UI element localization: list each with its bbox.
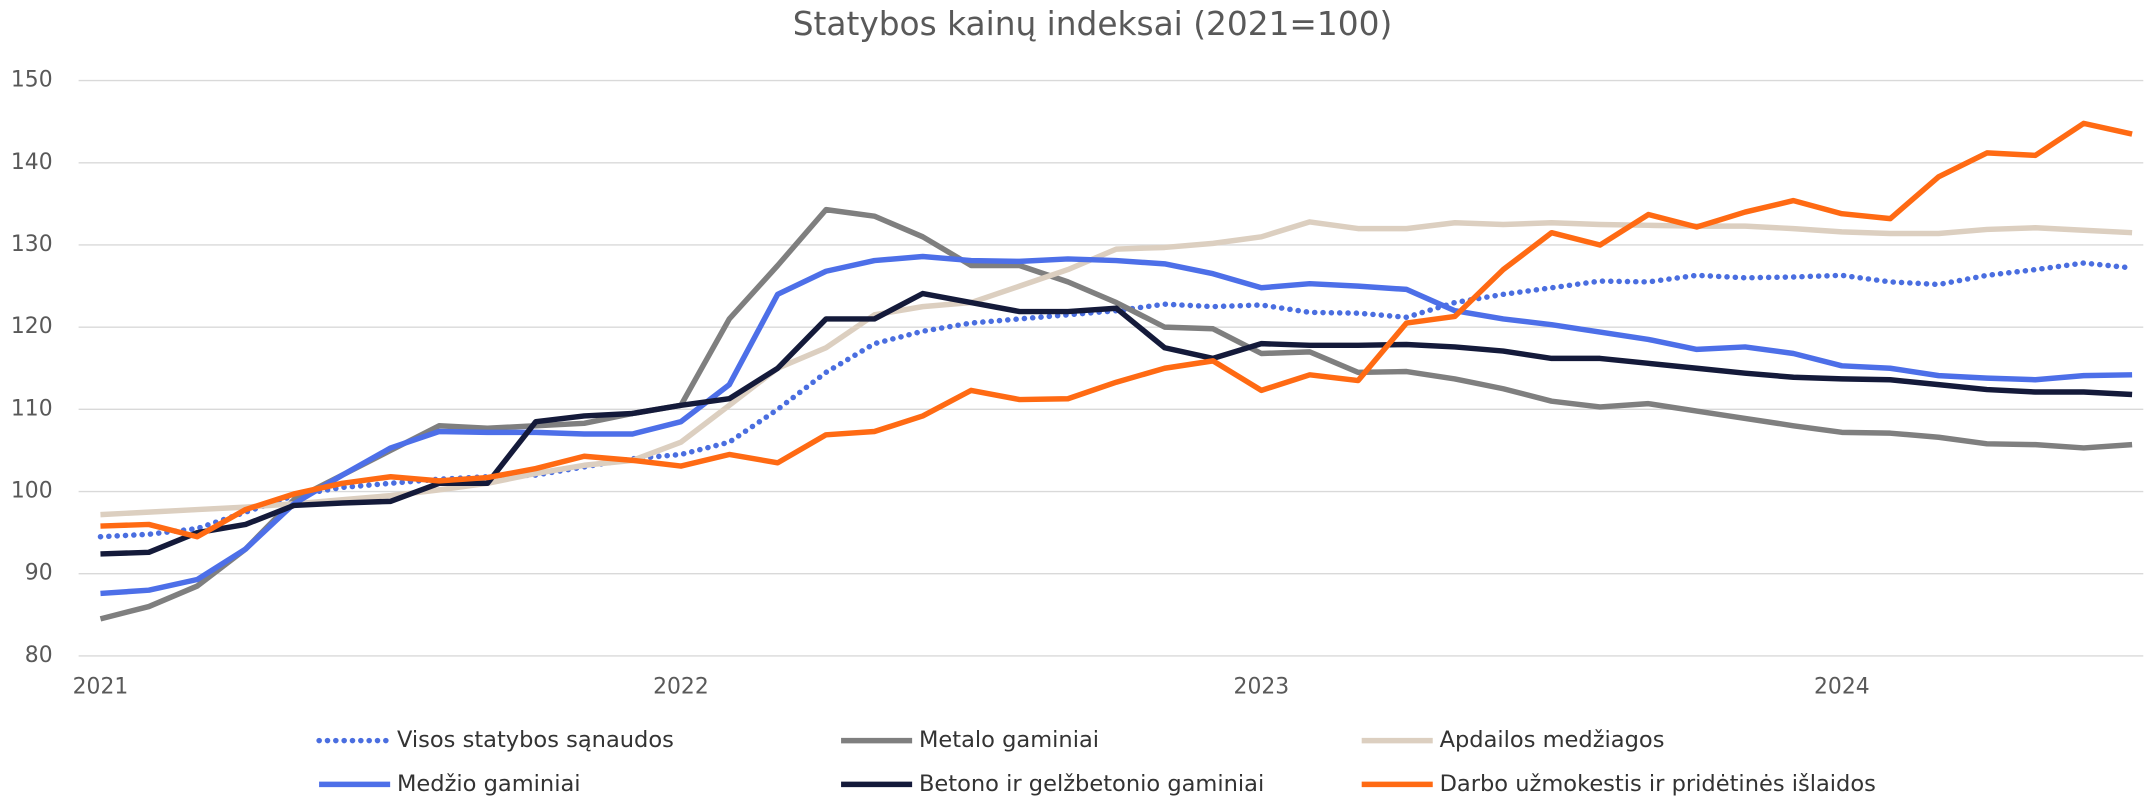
series-line xyxy=(100,290,2133,557)
legend-label: Apdailos medžiagos xyxy=(1440,727,1665,753)
y-tick-label: 100 xyxy=(11,479,53,504)
y-tick-label: 150 xyxy=(11,68,53,93)
x-tick-label: 2024 xyxy=(1814,674,1870,699)
x-tick-label: 2023 xyxy=(1234,674,1290,699)
y-tick-label: 90 xyxy=(25,561,53,586)
legend-label: Visos statybos sąnaudos xyxy=(397,727,674,753)
series-line xyxy=(100,219,2133,518)
series-line xyxy=(100,120,2133,540)
legend-label: Darbo užmokestis ir pridėtinės išlaidos xyxy=(1440,771,1876,797)
x-tick-label: 2021 xyxy=(73,674,129,699)
y-tick-label: 110 xyxy=(11,396,53,421)
y-tick-label: 80 xyxy=(25,643,53,668)
legend-label: Medžio gaminiai xyxy=(397,771,581,797)
x-tick-label: 2022 xyxy=(653,674,709,699)
series-line xyxy=(99,206,2133,622)
legend-label: Metalo gaminiai xyxy=(919,727,1099,753)
y-tick-label: 140 xyxy=(11,150,53,175)
y-tick-label: 130 xyxy=(11,232,53,257)
series-line xyxy=(100,253,2133,597)
chart-title: Statybos kainų indeksai (2021=100) xyxy=(793,5,1393,43)
legend-label: Betono ir gelžbetonio gaminiai xyxy=(919,771,1264,797)
y-tick-label: 120 xyxy=(11,314,53,339)
